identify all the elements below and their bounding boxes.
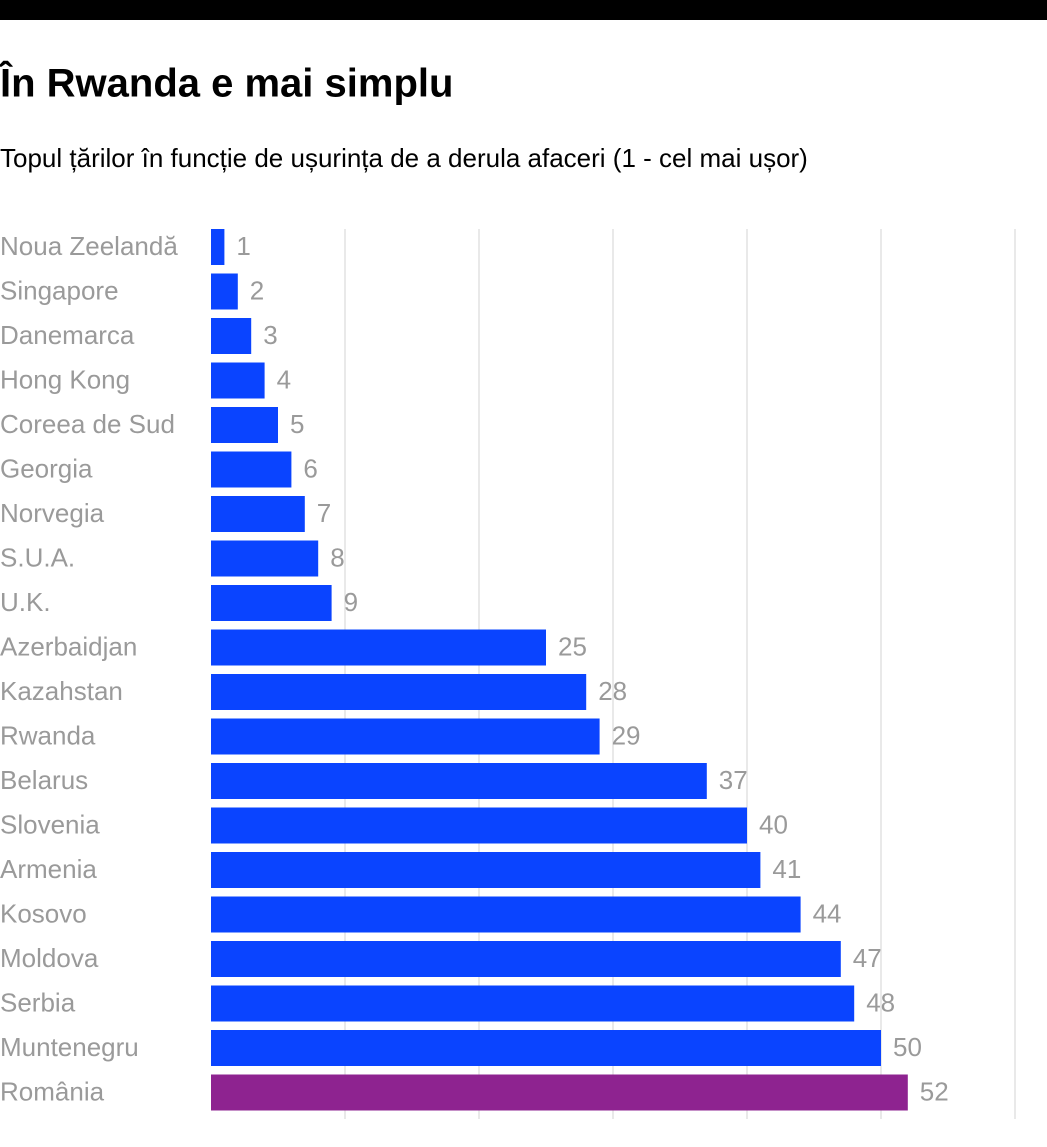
y-tick-label: Danemarca bbox=[0, 320, 135, 350]
value-label: 9 bbox=[344, 587, 358, 617]
bar bbox=[211, 763, 707, 799]
y-tick-label: Serbia bbox=[0, 987, 76, 1017]
chart-subtitle: Topul țărilor în funcție de ușurința de … bbox=[0, 143, 808, 173]
value-label: 2 bbox=[250, 275, 264, 305]
y-tick-label: Coreea de Sud bbox=[0, 409, 175, 439]
value-label: 44 bbox=[813, 898, 842, 928]
y-tick-label: Moldova bbox=[0, 943, 99, 973]
value-label: 52 bbox=[920, 1076, 949, 1106]
y-tick-label: Muntenegru bbox=[0, 1032, 139, 1062]
bar bbox=[211, 985, 855, 1022]
bar bbox=[211, 629, 546, 666]
y-tick-label: România bbox=[0, 1076, 105, 1106]
y-tick-label: Kazahstan bbox=[0, 676, 123, 706]
y-tick-label: Belarus bbox=[0, 765, 88, 795]
value-label: 5 bbox=[290, 409, 304, 439]
value-label: 37 bbox=[719, 765, 748, 795]
y-tick-label: S.U.A. bbox=[0, 542, 75, 572]
y-tick-label: Rwanda bbox=[0, 720, 96, 750]
y-tick-label: Singapore bbox=[0, 275, 119, 305]
value-label: 6 bbox=[303, 453, 317, 483]
bar bbox=[211, 1074, 908, 1111]
bar bbox=[211, 540, 319, 577]
value-label: 25 bbox=[558, 631, 587, 661]
value-label: 41 bbox=[772, 854, 801, 884]
value-label: 3 bbox=[263, 320, 277, 350]
y-tick-label: Slovenia bbox=[0, 809, 100, 839]
bar bbox=[211, 229, 225, 265]
top-bar bbox=[0, 0, 1047, 20]
value-label: 50 bbox=[893, 1032, 922, 1062]
y-tick-label: Armenia bbox=[0, 854, 97, 884]
y-tick-label: Noua Zeelandă bbox=[0, 231, 178, 261]
bar bbox=[211, 1030, 881, 1066]
value-label: 29 bbox=[612, 720, 641, 750]
bar bbox=[211, 807, 747, 844]
y-tick-label: Norvegia bbox=[0, 498, 105, 528]
chart-title: În Rwanda e mai simplu bbox=[0, 60, 453, 106]
value-label: 28 bbox=[598, 676, 627, 706]
value-label: 48 bbox=[866, 987, 895, 1017]
value-label: 8 bbox=[330, 542, 344, 572]
value-label: 4 bbox=[277, 364, 291, 394]
value-label: 1 bbox=[236, 231, 250, 261]
bar bbox=[211, 318, 252, 354]
bar bbox=[211, 941, 841, 977]
value-label: 40 bbox=[759, 809, 788, 839]
value-label: 7 bbox=[317, 498, 331, 528]
bar bbox=[211, 451, 292, 488]
bar bbox=[211, 585, 332, 621]
bar bbox=[211, 362, 265, 399]
bar bbox=[211, 496, 305, 532]
value-label: 47 bbox=[853, 943, 882, 973]
y-tick-label: U.K. bbox=[0, 587, 51, 617]
y-tick-label: Hong Kong bbox=[0, 364, 130, 394]
bar bbox=[211, 273, 238, 310]
bar bbox=[211, 407, 278, 443]
bar bbox=[211, 674, 587, 710]
bar bbox=[211, 896, 801, 933]
y-tick-label: Azerbaidjan bbox=[0, 631, 137, 661]
bar bbox=[211, 718, 600, 755]
bar bbox=[211, 852, 761, 888]
y-tick-label: Kosovo bbox=[0, 898, 87, 928]
y-tick-label: Georgia bbox=[0, 453, 93, 483]
